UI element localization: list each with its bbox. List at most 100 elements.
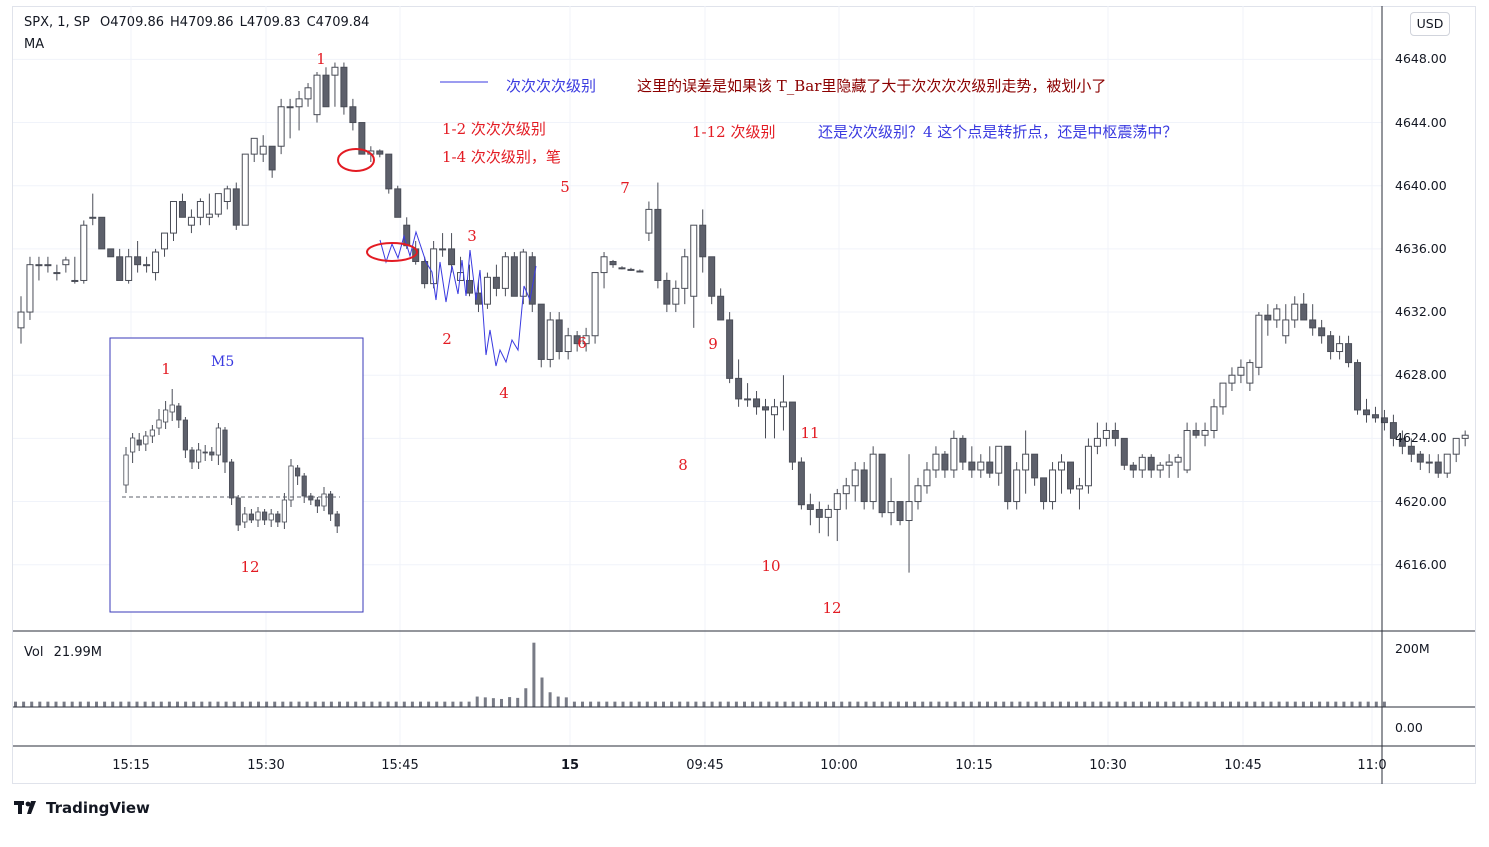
candle-body — [950, 437, 958, 471]
volume-bar — [791, 701, 795, 707]
volume-bar — [1188, 701, 1192, 707]
volume-bar — [824, 701, 827, 707]
volume-legend[interactable]: Vol 21.99M — [24, 645, 102, 660]
volume-bar — [945, 701, 949, 707]
volume-bar — [435, 701, 439, 707]
volume-series — [14, 642, 1386, 707]
inset-candle-body — [288, 465, 294, 501]
volume-bar — [1050, 701, 1054, 707]
volume-bar — [605, 701, 609, 707]
candle-body — [89, 216, 97, 219]
volume-bar — [1131, 701, 1135, 707]
tradingview-logo[interactable]: TradingView — [14, 799, 150, 817]
volume-bar — [572, 701, 576, 707]
zigzag-drawing[interactable] — [379, 230, 537, 367]
volume-bar — [362, 701, 366, 707]
volume-bar — [1042, 701, 1046, 707]
price-tick-label: 4644.00 — [1395, 114, 1447, 130]
candle-body — [349, 106, 357, 124]
volume-bar — [961, 701, 965, 707]
volume-bar — [338, 701, 341, 707]
currency-button[interactable]: USD — [1410, 12, 1450, 36]
volume-tick-zero: 0.00 — [1395, 720, 1423, 735]
volume-bar — [394, 701, 398, 707]
volume-bar — [872, 701, 876, 707]
candle-body — [358, 122, 366, 155]
candle-body — [187, 216, 195, 226]
time-tick-label: 11:0 — [1357, 758, 1387, 773]
highlight-ellipse[interactable] — [366, 242, 418, 262]
candle-body — [44, 264, 52, 267]
inset-candle-body — [235, 497, 241, 526]
candle-body — [80, 224, 88, 281]
time-tick-label: 10:00 — [820, 758, 858, 773]
volume-bar — [953, 701, 957, 707]
error-note: 这里的误差是如果该 T_Bar里隐藏了大于次次次次级别走势，被划小了 — [637, 77, 1107, 95]
volume-bar — [986, 701, 989, 707]
volume-bar — [905, 701, 908, 707]
volume-bar — [62, 701, 66, 707]
inset-candle-body — [242, 513, 248, 523]
volume-bar — [232, 701, 236, 707]
indicator-label[interactable]: MA — [24, 37, 45, 52]
volume-bar — [159, 701, 163, 707]
inset-title: M5 — [211, 354, 235, 370]
candle-body — [564, 335, 572, 353]
price-tick-label: 4628.00 — [1395, 367, 1447, 383]
symbol-line[interactable]: SPX, 1, SP — [24, 15, 90, 30]
volume-bar — [1245, 701, 1249, 707]
price-tick-label: 4640.00 — [1395, 177, 1447, 193]
volume-bar — [240, 701, 244, 707]
symbol-legend[interactable]: SPX, 1, SP O4709.86 H4709.86 L4709.83 C4709… — [24, 15, 375, 30]
point-label: 12 — [822, 599, 842, 617]
volume-value: 21.99M — [53, 645, 103, 660]
volume-bar — [1180, 701, 1184, 707]
candle-body — [161, 232, 169, 250]
candle-body — [134, 256, 142, 266]
inset-candle-body — [308, 495, 314, 501]
candle-body — [277, 106, 285, 147]
inset-candle-body — [149, 429, 155, 437]
inset-point-label: 1 — [161, 360, 171, 378]
volume-bar — [775, 701, 779, 707]
candle-body — [1093, 437, 1101, 447]
volume-bar — [151, 701, 155, 707]
volume-bar — [1099, 701, 1103, 707]
candle-body — [824, 508, 832, 518]
candle-body — [241, 153, 249, 226]
candle-body — [905, 501, 913, 522]
volume-bar — [70, 701, 74, 707]
candle-body — [941, 453, 949, 471]
volume-bar — [1164, 701, 1168, 707]
candle-body — [430, 248, 438, 285]
volume-bar — [38, 701, 42, 707]
candle-body — [1318, 327, 1326, 337]
volume-bar — [321, 701, 325, 707]
candle-body — [1040, 477, 1048, 503]
candle-body — [779, 401, 787, 408]
volume-bar — [913, 701, 917, 707]
candle-body — [1228, 374, 1236, 384]
candle-body — [385, 153, 393, 190]
volume-bar — [1229, 701, 1232, 707]
candle-body — [1264, 314, 1272, 321]
volume-bar — [500, 698, 503, 707]
inset-candle-body — [334, 513, 340, 527]
ohlc-o: O4709.86 — [100, 15, 165, 30]
volume-bar — [621, 701, 625, 707]
volume-bar — [103, 701, 107, 707]
candle-body — [483, 276, 491, 305]
candle-body — [690, 224, 698, 297]
candle-body — [797, 461, 805, 506]
inset-candle-body — [209, 451, 215, 456]
candle-body — [708, 256, 716, 297]
inset-box[interactable] — [109, 337, 364, 613]
candle-body — [1120, 437, 1128, 466]
candle-body — [268, 145, 276, 171]
volume-bar — [427, 701, 431, 707]
candle-body — [753, 398, 761, 408]
inset-candle-body — [228, 461, 235, 499]
volume-bar — [1196, 701, 1200, 707]
highlight-ellipse[interactable] — [337, 148, 375, 172]
